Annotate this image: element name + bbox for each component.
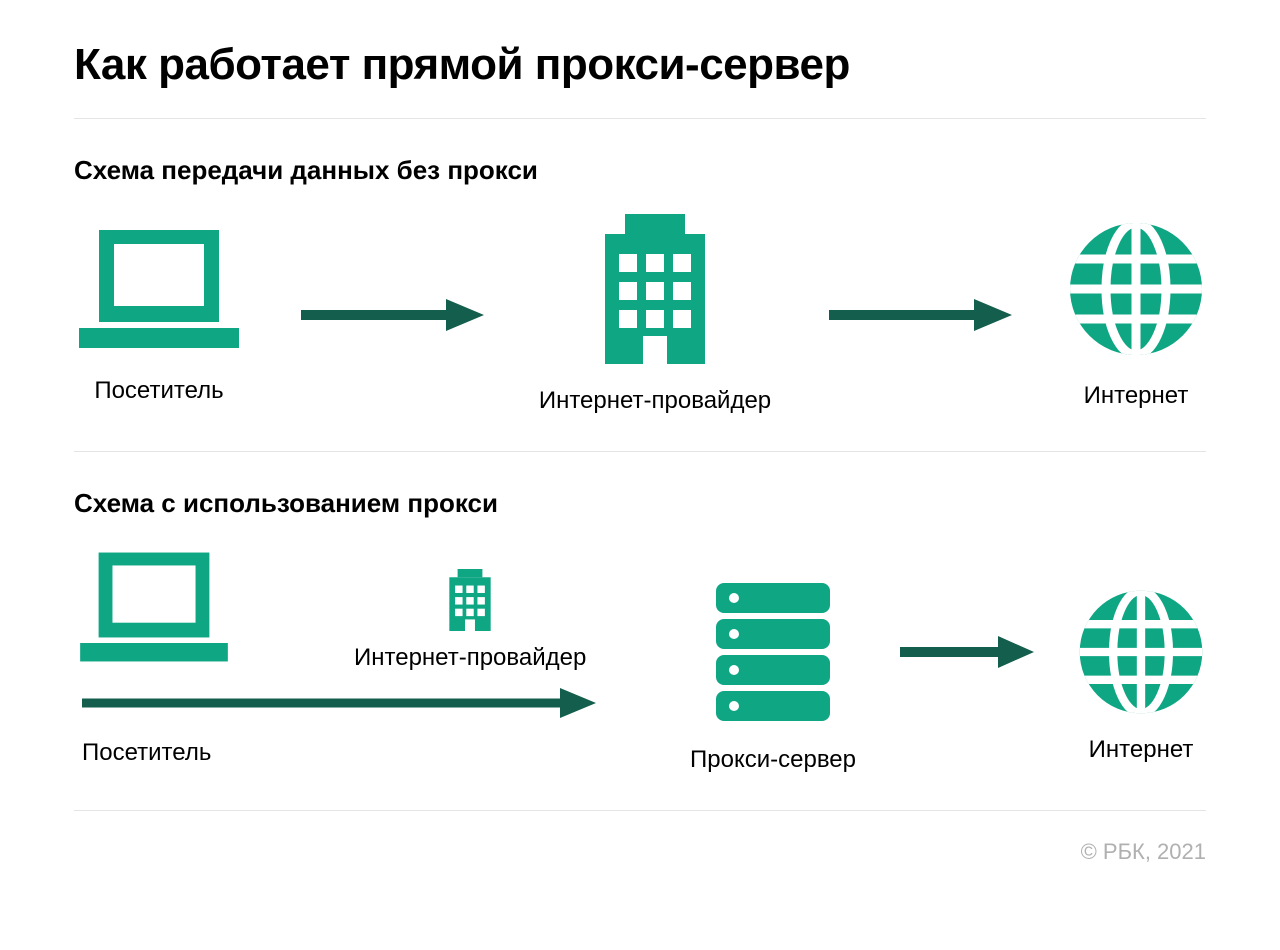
credit-text: © РБК, 2021 [74,839,1206,865]
d2-proxy-label: Прокси-сервер [690,746,856,774]
diagram2-row: Интернет-провайдер Посетитель [74,547,1206,774]
d1-arrow1 [296,245,486,385]
diagram2-subtitle: Схема с использованием прокси [74,488,1206,519]
globe-icon [1066,219,1206,364]
diagram1-subtitle: Схема передачи данных без прокси [74,155,1206,186]
diagram1-row: Посетитель [74,214,1206,415]
globe-icon [1076,587,1206,722]
d2-visitor-label: Посетитель [82,739,211,767]
d1-isp-node: Интернет-провайдер [539,214,771,415]
page-title: Как работает прямой прокси-сервер [74,40,1206,90]
divider [74,118,1206,119]
d1-internet-node: Интернет [1066,219,1206,410]
d1-isp-label: Интернет-провайдер [539,387,771,415]
d2-internet-node: Интернет [1076,587,1206,764]
d1-internet-label: Интернет [1084,382,1189,410]
server-icon [708,577,838,732]
d2-proxy-node: Прокси-сервер [690,577,856,774]
building-icon [595,214,715,369]
d1-arrow2 [824,245,1014,385]
long-arrow-icon [78,686,598,725]
d1-visitor-node: Посетитель [74,224,244,405]
building-icon [445,569,495,636]
divider [74,451,1206,452]
d2-isp-node: Интернет-провайдер [354,569,586,672]
divider [74,810,1206,811]
d2-left-block: Интернет-провайдер Посетитель [74,547,614,767]
d2-internet-label: Интернет [1089,736,1194,764]
d1-visitor-label: Посетитель [94,377,223,405]
laptop-icon [74,547,234,672]
short-arrow-icon [896,633,1036,676]
d2-isp-label: Интернет-провайдер [354,644,586,672]
laptop-icon [74,224,244,359]
